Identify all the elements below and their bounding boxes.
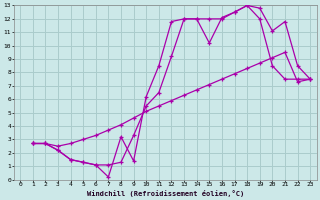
X-axis label: Windchill (Refroidissement éolien,°C): Windchill (Refroidissement éolien,°C) [86,190,244,197]
